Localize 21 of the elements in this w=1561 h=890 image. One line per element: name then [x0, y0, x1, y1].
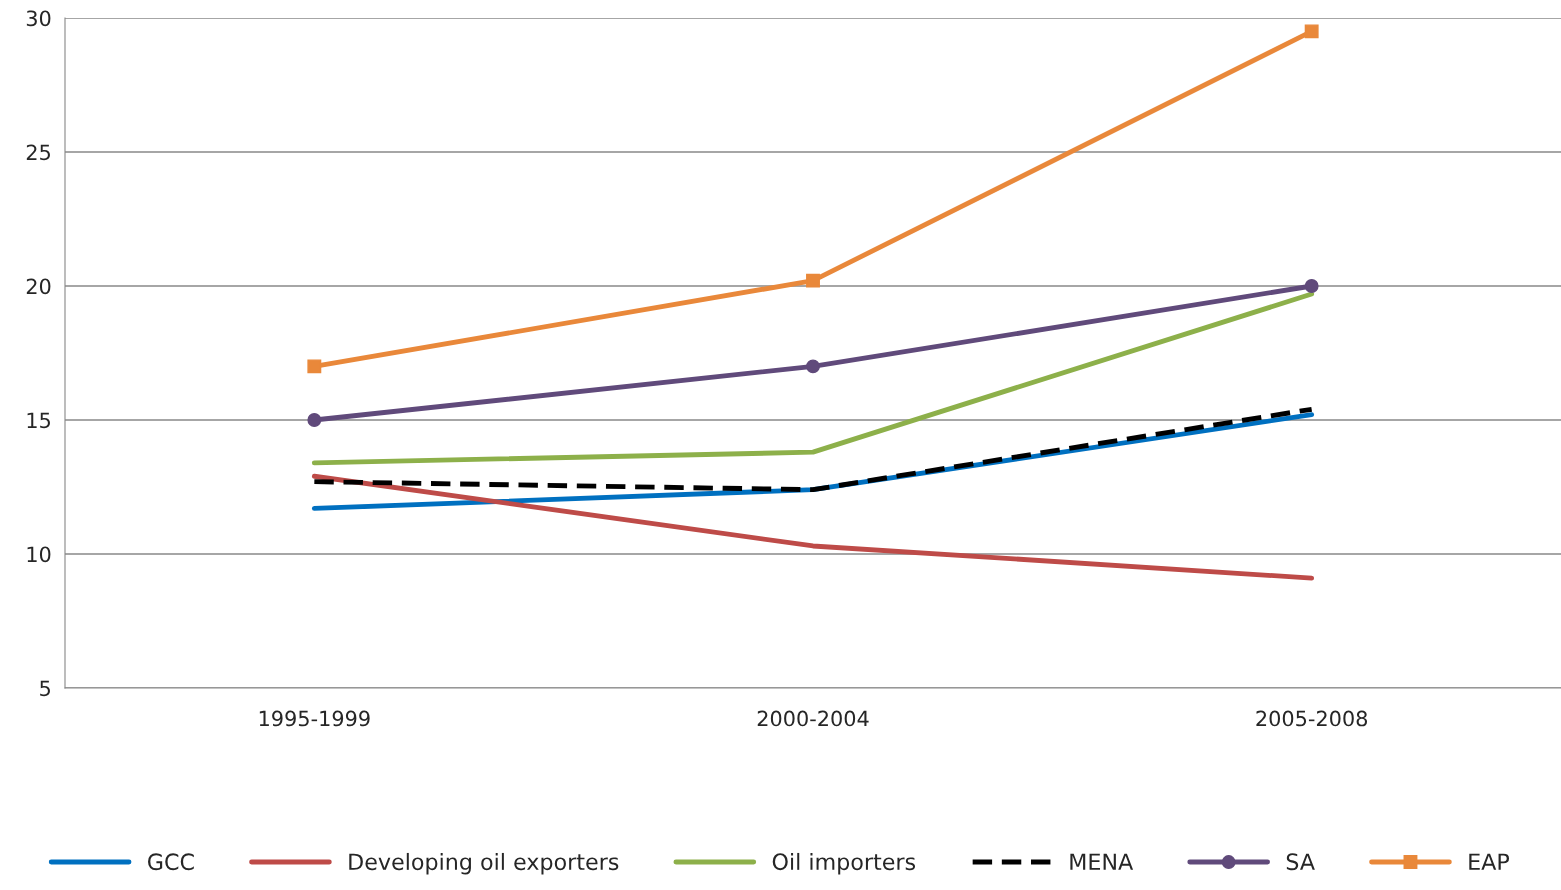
legend-label: MENA [1070, 853, 1134, 870]
legend-label: Oil importers [772, 852, 916, 875]
point [1304, 24, 1319, 39]
point [806, 359, 820, 374]
legend-label: Developing oil exporters [349, 852, 619, 875]
point [806, 273, 820, 288]
point [307, 413, 322, 427]
y-tick-label: 30 [26, 10, 51, 27]
point [307, 359, 322, 374]
y-tick-label: 5 [40, 680, 50, 697]
y-tick-label: 10 [27, 546, 51, 563]
x-tick-label: 2005-2008 [1256, 710, 1368, 727]
y-tick-label: 15 [27, 412, 50, 429]
point [1304, 279, 1319, 293]
legend-label: SA [1286, 853, 1315, 871]
legend-label: GCC [148, 853, 194, 871]
y-tick-label: 25 [26, 144, 50, 161]
x-tick-label: 1995-1999 [259, 710, 370, 727]
legend-label: EAP [1469, 853, 1510, 870]
x-tick-label: 2000-2004 [757, 710, 869, 727]
y-tick-label: 20 [26, 278, 51, 295]
